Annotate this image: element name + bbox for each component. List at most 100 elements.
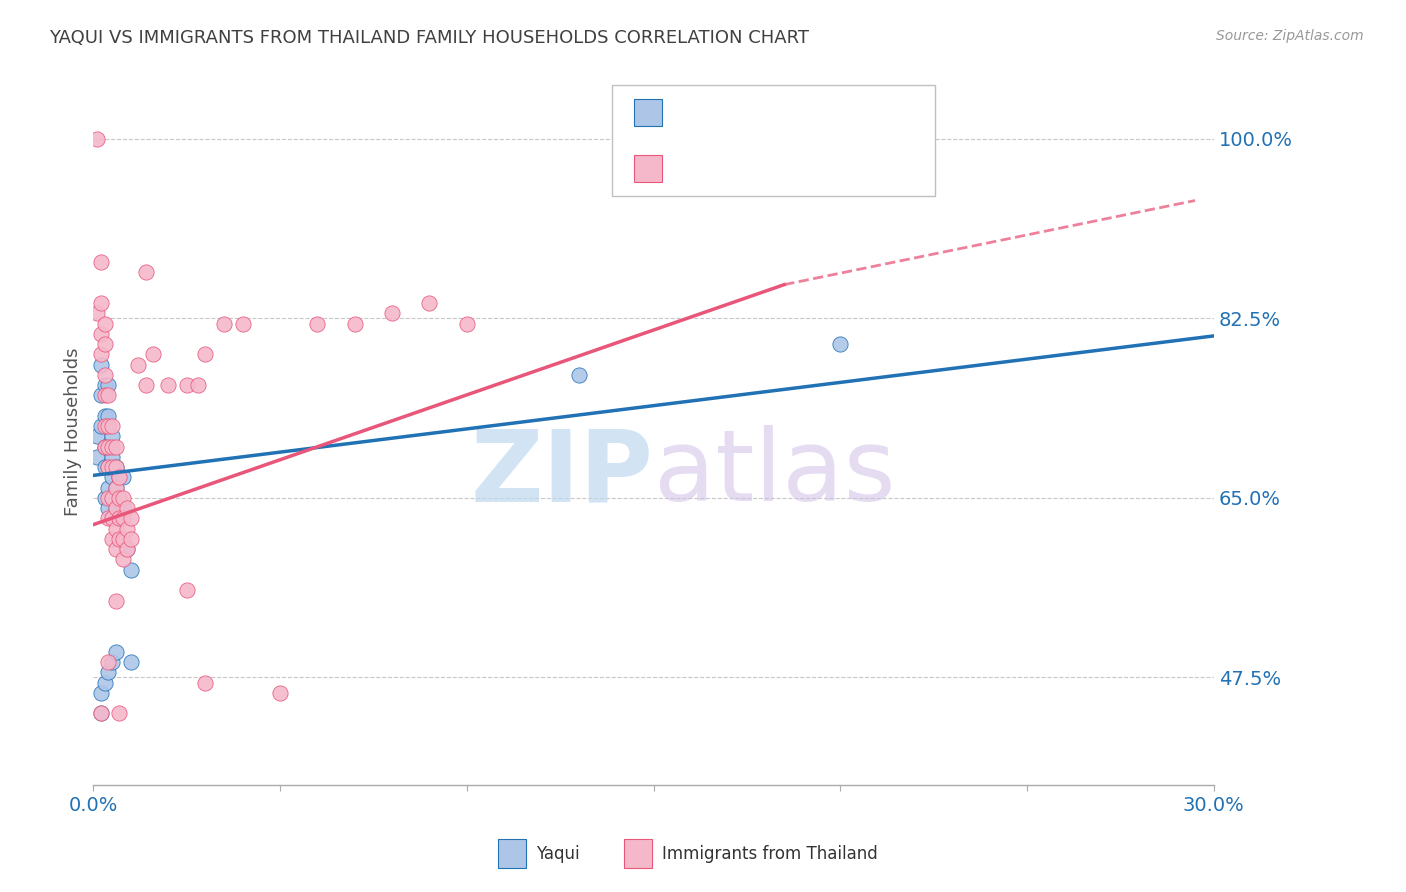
- Point: [97, 460, 120, 475]
- Point: [194, 347, 217, 361]
- Point: [97, 440, 120, 454]
- Point: [104, 522, 127, 536]
- Point: [120, 563, 142, 577]
- Point: [97, 409, 120, 423]
- Point: [93, 419, 115, 434]
- Point: [97, 388, 120, 402]
- Point: [120, 511, 142, 525]
- Point: [90, 326, 112, 341]
- Point: [307, 317, 329, 331]
- Point: [93, 491, 115, 505]
- Point: [90, 419, 112, 434]
- Point: [343, 317, 366, 331]
- Point: [97, 665, 120, 680]
- Point: [90, 388, 112, 402]
- Point: [112, 501, 135, 516]
- Point: [101, 511, 124, 525]
- Text: Yaqui: Yaqui: [536, 845, 579, 863]
- Point: [97, 378, 120, 392]
- Point: [269, 686, 291, 700]
- Point: [90, 255, 112, 269]
- Point: [830, 337, 852, 351]
- Point: [101, 511, 124, 525]
- Point: [101, 429, 124, 443]
- Point: [108, 491, 131, 505]
- Point: [93, 317, 115, 331]
- Point: [115, 542, 138, 557]
- Point: [97, 460, 120, 475]
- Text: 0.342: 0.342: [700, 160, 756, 178]
- Point: [108, 511, 131, 525]
- Point: [97, 491, 120, 505]
- Point: [108, 491, 131, 505]
- Point: [97, 481, 120, 495]
- Text: 65: 65: [794, 160, 820, 178]
- Point: [135, 265, 157, 279]
- Point: [135, 378, 157, 392]
- Point: [104, 440, 127, 454]
- Point: [97, 440, 120, 454]
- Text: 41: 41: [794, 103, 820, 121]
- Point: [90, 706, 112, 721]
- Point: [717, 132, 740, 146]
- Point: [101, 450, 124, 464]
- Point: [101, 470, 124, 484]
- Point: [142, 347, 165, 361]
- Point: [104, 645, 127, 659]
- Point: [90, 706, 112, 721]
- Point: [112, 511, 135, 525]
- Text: N =: N =: [762, 103, 801, 121]
- Point: [112, 491, 135, 505]
- Point: [104, 481, 127, 495]
- Point: [86, 132, 108, 146]
- Point: [86, 429, 108, 443]
- Point: [115, 522, 138, 536]
- Point: [108, 532, 131, 546]
- Point: [112, 470, 135, 484]
- Point: [212, 317, 235, 331]
- Point: [115, 501, 138, 516]
- Point: [93, 440, 115, 454]
- Point: [176, 378, 198, 392]
- Y-axis label: Family Households: Family Households: [65, 347, 82, 516]
- Point: [101, 440, 124, 454]
- Point: [112, 532, 135, 546]
- Point: [104, 481, 127, 495]
- Point: [90, 347, 112, 361]
- Point: [104, 501, 127, 516]
- Point: [90, 358, 112, 372]
- Text: Immigrants from Thailand: Immigrants from Thailand: [662, 845, 877, 863]
- Text: R =: R =: [669, 160, 709, 178]
- Point: [90, 686, 112, 700]
- Point: [101, 491, 124, 505]
- Point: [97, 501, 120, 516]
- Point: [90, 296, 112, 310]
- Point: [568, 368, 591, 382]
- Point: [418, 296, 440, 310]
- Point: [97, 655, 120, 669]
- Point: [93, 409, 115, 423]
- Point: [104, 501, 127, 516]
- Text: 0.165: 0.165: [700, 103, 756, 121]
- Point: [93, 440, 115, 454]
- Point: [120, 532, 142, 546]
- Point: [176, 583, 198, 598]
- Point: [232, 317, 254, 331]
- Text: Source: ZipAtlas.com: Source: ZipAtlas.com: [1216, 29, 1364, 43]
- Point: [456, 317, 478, 331]
- Point: [97, 419, 120, 434]
- Point: [108, 470, 131, 484]
- Point: [101, 419, 124, 434]
- Point: [112, 552, 135, 566]
- Point: [120, 655, 142, 669]
- Point: [93, 378, 115, 392]
- Point: [93, 368, 115, 382]
- Point: [101, 655, 124, 669]
- Point: [101, 460, 124, 475]
- Point: [104, 542, 127, 557]
- Point: [101, 532, 124, 546]
- Point: [104, 593, 127, 607]
- Text: YAQUI VS IMMIGRANTS FROM THAILAND FAMILY HOUSEHOLDS CORRELATION CHART: YAQUI VS IMMIGRANTS FROM THAILAND FAMILY…: [49, 29, 810, 46]
- Point: [127, 358, 149, 372]
- Text: atlas: atlas: [654, 425, 896, 522]
